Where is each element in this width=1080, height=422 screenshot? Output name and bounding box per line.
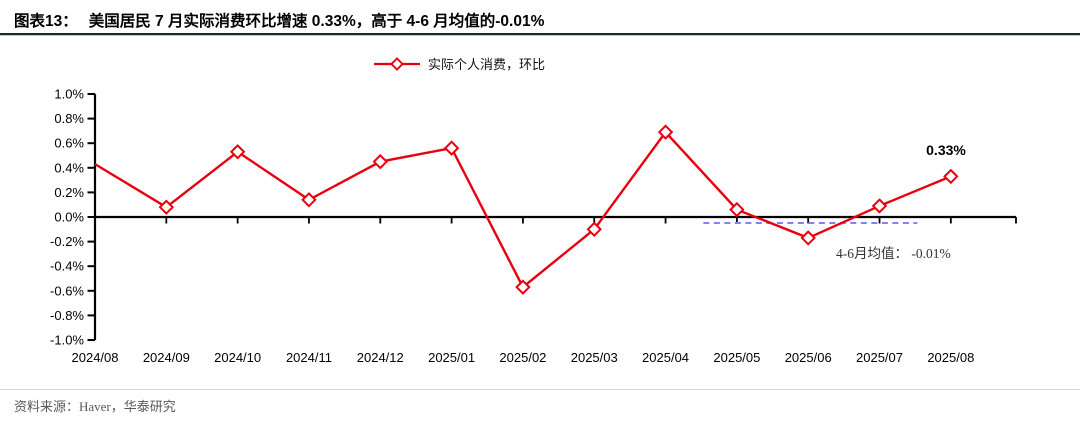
figure-header: 图表13： 美国居民 7 月实际消费环比增速 0.33%，高于 4-6 月均值的…: [14, 9, 544, 31]
data-point-marker: [372, 153, 388, 170]
x-axis-tick-label: 2025/06: [785, 350, 832, 365]
series-line: [94, 130, 952, 289]
x-axis-tick-label: 2025/03: [571, 350, 618, 365]
y-axis-tick-label: -0.4%: [50, 259, 84, 274]
x-axis-tick-label: 2024/10: [214, 350, 261, 365]
mean-line-label: 4-6月均值： -0.01%: [836, 246, 951, 261]
data-point-marker: [586, 221, 602, 238]
footer-rule: [0, 389, 1080, 390]
y-axis-tick-label: 0.8%: [54, 111, 84, 126]
y-axis-tick-label: -0.8%: [50, 308, 84, 323]
y-axis-tick-label: -0.2%: [50, 234, 84, 249]
x-axis-tick-label: 2025/01: [428, 350, 475, 365]
data-point-marker: [158, 199, 175, 215]
data-point-marker: [657, 124, 674, 140]
x-axis-tick-label: 2025/04: [642, 350, 689, 365]
x-axis-tick-label: 2024/08: [72, 350, 119, 365]
x-axis-tick-label: 2025/07: [856, 350, 903, 365]
chart-legend: 实际个人消费，环比: [374, 54, 545, 73]
data-point-marker: [515, 279, 531, 295]
y-axis-tick-label: 0.2%: [54, 185, 84, 200]
x-axis-tick-label: 2024/12: [357, 350, 404, 365]
y-axis-tick-label: 0.0%: [54, 210, 84, 225]
last-point-value-label: 0.33%: [926, 142, 966, 158]
legend-label: 实际个人消费，环比: [428, 57, 546, 72]
legend-line-diamond-icon: [374, 56, 420, 71]
source-note: 资料来源：Haver，华泰研究: [14, 399, 176, 414]
figure-title: 美国居民 7 月实际消费环比增速 0.33%，高于 4-6 月均值的-0.01%: [88, 13, 545, 30]
data-point-marker: [301, 192, 317, 208]
data-point-marker: [871, 198, 888, 214]
x-axis-tick-label: 2024/09: [143, 350, 190, 365]
figure-number: 图表13：: [14, 13, 78, 30]
data-point-marker: [729, 201, 745, 218]
data-point-marker: [229, 144, 246, 160]
header-rule: [0, 33, 1080, 36]
y-axis-tick-label: 0.4%: [54, 160, 84, 175]
x-axis-tick-label: 2025/05: [713, 350, 760, 365]
y-axis-tick-label: -1.0%: [50, 333, 84, 348]
data-point-marker: [943, 168, 959, 185]
x-axis-tick-label: 2024/11: [286, 350, 332, 365]
y-axis-tick-label: -0.6%: [50, 283, 84, 298]
y-axis-tick-label: 1.0%: [54, 87, 84, 102]
data-point-marker: [443, 140, 460, 156]
x-axis-tick-label: 2025/02: [499, 350, 546, 365]
y-axis-tick-label: 0.6%: [54, 136, 84, 151]
data-point-marker: [800, 230, 816, 246]
x-axis-tick-label: 2025/08: [927, 350, 974, 365]
